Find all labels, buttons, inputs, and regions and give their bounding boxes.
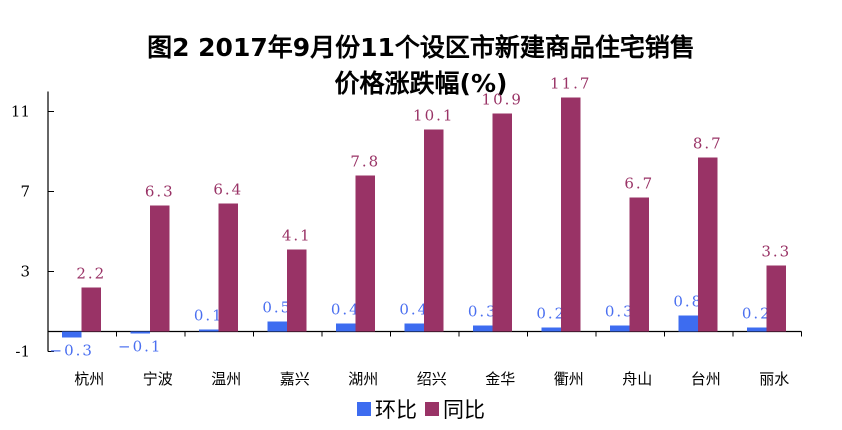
data-label: 0.4 xyxy=(399,301,429,319)
data-label: 0.1 xyxy=(194,307,224,325)
data-label: 6.4 xyxy=(213,181,243,199)
bar-mom xyxy=(267,321,287,332)
legend-swatch xyxy=(357,402,371,416)
x-tick-label: 湖州 xyxy=(348,370,378,388)
x-tick-label: 丽水 xyxy=(759,370,789,388)
data-label: 3.3 xyxy=(761,243,791,261)
bar-yoy xyxy=(629,197,649,332)
bar-yoy xyxy=(561,97,581,332)
bar-mom xyxy=(747,327,767,332)
y-tick-label: -1 xyxy=(15,343,30,361)
bar-yoy xyxy=(698,157,718,332)
x-tick-label: 舟山 xyxy=(622,370,652,388)
data-label: 10.9 xyxy=(482,91,523,109)
x-tick-label: 杭州 xyxy=(74,370,104,388)
data-label: 2.2 xyxy=(76,265,106,283)
y-tick-label: 7 xyxy=(20,183,30,201)
bar-mom xyxy=(473,325,493,332)
y-tick-label: 3 xyxy=(20,263,30,281)
data-label: 4.1 xyxy=(282,227,312,245)
bar-yoy xyxy=(424,129,444,332)
bar-mom xyxy=(130,331,150,334)
x-tick-label: 宁波 xyxy=(143,370,173,388)
x-tick-label: 台州 xyxy=(691,370,721,388)
legend: 环比 同比 xyxy=(0,394,842,424)
bar-yoy xyxy=(81,287,101,332)
data-label: 0.2 xyxy=(536,305,566,323)
data-label: 8.7 xyxy=(693,135,723,153)
data-label: 0.5 xyxy=(262,299,292,317)
legend-item: 环比 xyxy=(357,394,417,424)
data-label: 0.3 xyxy=(605,303,635,321)
bar-yoy xyxy=(218,203,238,332)
bar-mom xyxy=(610,325,630,332)
x-tick-label: 温州 xyxy=(211,370,241,388)
data-label: 10.1 xyxy=(413,107,454,125)
data-label: 0.2 xyxy=(742,305,772,323)
bar-yoy xyxy=(150,205,170,332)
chart-title: 图2 2017年9月份11个设区市新建商品住宅销售 价格涨跌幅(%) xyxy=(0,30,842,102)
data-label: 0.3 xyxy=(468,303,498,321)
bar-yoy xyxy=(766,265,786,332)
data-label: 11.7 xyxy=(550,75,591,93)
bar-yoy xyxy=(355,175,375,332)
x-tick-label: 金华 xyxy=(485,370,515,388)
legend-label: 同比 xyxy=(443,398,485,422)
bar-mom xyxy=(404,323,424,332)
chart-title-line1: 图2 2017年9月份11个设区市新建商品住宅销售 xyxy=(147,33,695,62)
bar-mom xyxy=(541,327,561,332)
x-tick-label: 绍兴 xyxy=(417,370,447,388)
bar-mom xyxy=(678,315,698,332)
bar-yoy xyxy=(287,249,307,332)
legend-swatch xyxy=(425,402,439,416)
data-label: 7.8 xyxy=(350,153,380,171)
legend-item: 同比 xyxy=(425,394,485,424)
data-label: −0.3 xyxy=(50,342,94,360)
data-label: 6.3 xyxy=(145,183,175,201)
bar-yoy xyxy=(492,113,512,332)
data-label: 0.4 xyxy=(331,301,361,319)
x-tick-label: 嘉兴 xyxy=(280,370,310,388)
y-tick-label: 11 xyxy=(11,103,30,121)
data-label: 6.7 xyxy=(624,175,654,193)
bar-mom xyxy=(199,329,219,332)
legend-label: 环比 xyxy=(375,398,417,422)
data-label: 0.8 xyxy=(673,293,703,311)
chart-title-line2: 价格涨跌幅(%) xyxy=(334,69,508,98)
bar-mom xyxy=(336,323,356,332)
bar-mom xyxy=(62,331,82,338)
data-label: −0.1 xyxy=(118,338,162,356)
x-tick-label: 衢州 xyxy=(554,370,584,388)
